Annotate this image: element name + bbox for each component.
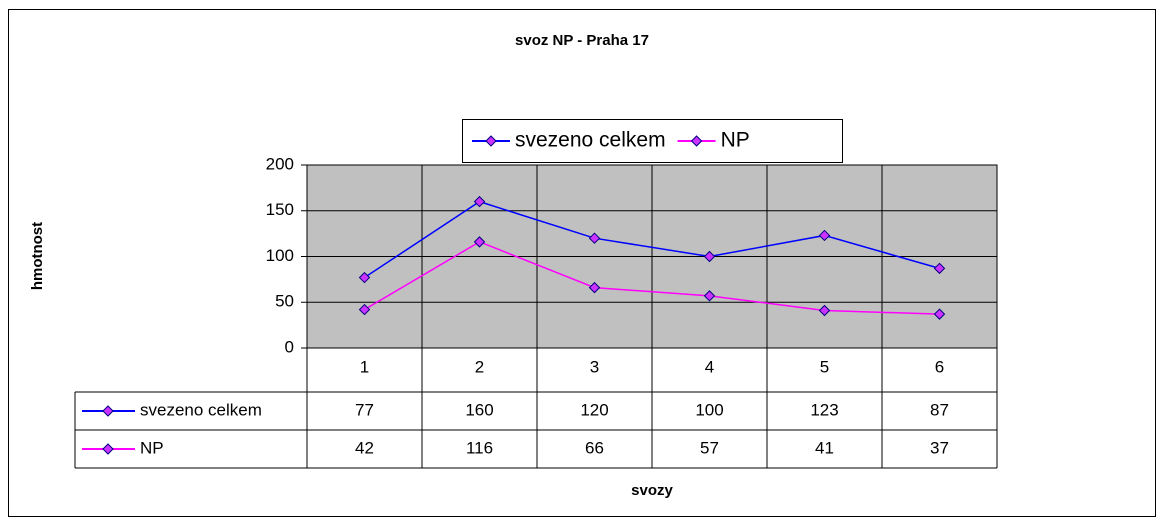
y-tick-label: 50 bbox=[275, 292, 294, 311]
point bbox=[588, 232, 601, 244]
x-tick-label: 3 bbox=[590, 357, 599, 376]
point bbox=[473, 236, 486, 248]
chart-title: svoz NP - Praha 17 bbox=[515, 32, 649, 49]
table-cell: 57 bbox=[700, 438, 719, 457]
series-line bbox=[364, 241, 940, 315]
series-line bbox=[364, 200, 940, 279]
legend-label: svezeno celkem bbox=[515, 129, 666, 152]
point bbox=[933, 262, 946, 275]
point bbox=[703, 290, 716, 302]
y-tick-label: 0 bbox=[285, 337, 294, 356]
y-axis-label: hmotnost bbox=[29, 222, 46, 290]
y-tick-label: 100 bbox=[266, 246, 294, 265]
table-cell: 100 bbox=[695, 400, 723, 419]
point bbox=[588, 281, 601, 294]
table-cell: 160 bbox=[465, 400, 493, 419]
table-cell: 37 bbox=[930, 438, 949, 457]
table-series-name: svezeno celkem bbox=[140, 400, 262, 419]
point bbox=[473, 195, 486, 208]
legend-box bbox=[462, 119, 843, 163]
x-axis-label: svozy bbox=[631, 482, 673, 499]
x-tick-label: 2 bbox=[475, 357, 484, 376]
legend-marker bbox=[485, 135, 497, 147]
table-cell: 87 bbox=[930, 400, 949, 419]
point bbox=[818, 229, 831, 242]
legend-label: NP bbox=[721, 129, 750, 152]
table-cell: 42 bbox=[355, 438, 374, 457]
table-cell: 41 bbox=[815, 438, 834, 457]
x-tick-label: 5 bbox=[820, 357, 829, 376]
table-legend-marker bbox=[102, 443, 114, 455]
point bbox=[703, 250, 716, 263]
table-cell: 77 bbox=[355, 400, 374, 419]
x-tick-label: 1 bbox=[360, 357, 369, 376]
x-tick-label: 4 bbox=[705, 357, 714, 376]
legend-marker bbox=[690, 135, 703, 147]
y-tick-label: 150 bbox=[266, 200, 294, 219]
point bbox=[358, 271, 371, 284]
table-cell: 120 bbox=[580, 400, 608, 419]
point bbox=[358, 303, 371, 316]
table-cell: 66 bbox=[585, 438, 604, 457]
point bbox=[933, 308, 946, 320]
table-cell: 116 bbox=[466, 438, 493, 457]
x-tick-label: 6 bbox=[935, 357, 944, 376]
y-tick-label: 200 bbox=[266, 154, 294, 173]
table-cell: 123 bbox=[810, 400, 838, 419]
table-series-name: NP bbox=[140, 438, 164, 457]
point bbox=[818, 304, 831, 317]
table-legend-marker bbox=[102, 405, 114, 417]
